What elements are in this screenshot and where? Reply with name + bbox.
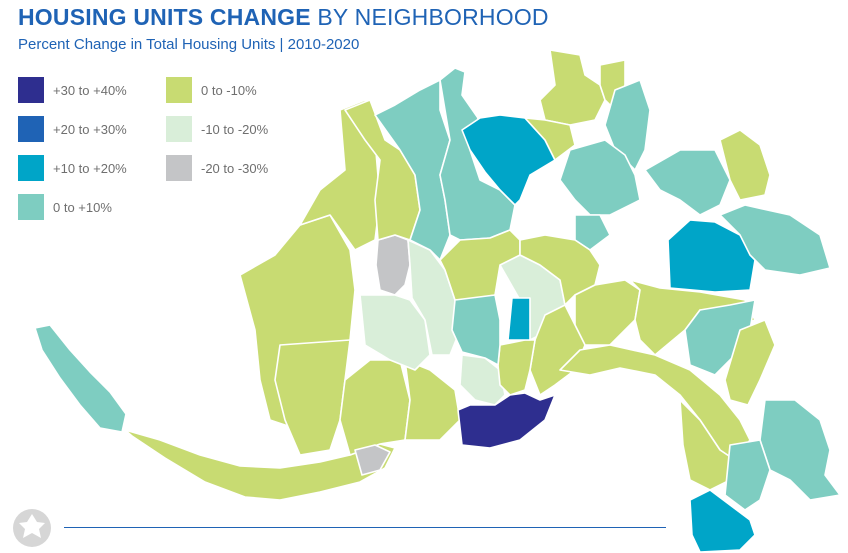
legend-swatch: [166, 155, 192, 181]
neighborhood-east-teal[interactable]: [719, 204, 831, 276]
legend-label: -20 to -30%: [201, 160, 269, 176]
legend-item-minus-20-30: -20 to -30%: [166, 155, 268, 181]
legend-item-plus-0-10: 0 to +10%: [18, 194, 112, 220]
legend-item-plus-20-30: +20 to +30%: [18, 116, 127, 142]
neighborhood-north-bright[interactable]: [461, 114, 556, 206]
neighborhood-center-1[interactable]: [439, 229, 521, 301]
neighborhood-south-bright[interactable]: [689, 489, 756, 553]
neighborhood-west-strip[interactable]: [124, 429, 396, 501]
neighborhood-gray-2[interactable]: [354, 444, 391, 476]
neighborhood-ne-green-4[interactable]: [719, 129, 771, 201]
legend-swatch: [166, 77, 192, 103]
neighborhood-ne-teal-2[interactable]: [559, 139, 641, 216]
neighborhood-center-bright[interactable]: [507, 297, 531, 341]
legend-label: +20 to +30%: [53, 121, 127, 137]
neighborhood-ne-teal-4[interactable]: [644, 149, 731, 216]
neighborhood-center-3[interactable]: [574, 279, 641, 346]
neighborhood-west-4[interactable]: [339, 359, 411, 456]
legend-label: -10 to -20%: [201, 121, 269, 137]
neighborhood-center-6[interactable]: [497, 339, 536, 396]
neighborhood-se-green-1[interactable]: [724, 319, 776, 406]
neighborhood-ne-green-3[interactable]: [524, 117, 576, 161]
page-title: HOUSING UNITS CHANGE BY NEIGHBORHOOD: [18, 4, 549, 31]
legend-item-minus-10-20: -10 to -20%: [166, 116, 268, 142]
title-light: BY NEIGHBORHOOD: [317, 4, 549, 30]
neighborhood-ne-green-1[interactable]: [539, 49, 606, 126]
neighborhood-gray-1[interactable]: [375, 234, 411, 296]
neighborhood-light-2[interactable]: [407, 239, 459, 356]
legend-swatch: [18, 116, 44, 142]
neighborhood-ne-teal-3[interactable]: [574, 214, 611, 251]
neighborhood-far-west[interactable]: [34, 324, 127, 433]
neighborhood-light-1[interactable]: [359, 294, 431, 371]
legend-swatch: [18, 77, 44, 103]
legend-label: +10 to +20%: [53, 160, 127, 176]
legend-item-plus-30-40: +30 to +40%: [18, 77, 127, 103]
city-logo-icon: [13, 509, 51, 547]
legend-label: 0 to +10%: [53, 199, 112, 215]
legend-item-plus-10-20: +10 to +20%: [18, 155, 127, 181]
neighborhood-center-teal[interactable]: [451, 294, 501, 366]
neighborhood-downtown[interactable]: [457, 392, 556, 449]
legend-item-minus-0-10: 0 to -10%: [166, 77, 257, 103]
neighborhood-west-3[interactable]: [274, 339, 351, 456]
neighborhood-se-teal-1[interactable]: [759, 399, 841, 501]
legend-swatch: [18, 155, 44, 181]
legend-swatch: [18, 194, 44, 220]
legend-label: 0 to -10%: [201, 82, 257, 98]
legend-swatch: [166, 116, 192, 142]
footer-divider: [64, 527, 666, 528]
title-bold: HOUSING UNITS CHANGE: [18, 4, 311, 30]
page-subtitle: Percent Change in Total Housing Units | …: [18, 36, 360, 53]
neighborhood-se-teal-2[interactable]: [724, 439, 771, 511]
legend-label: +30 to +40%: [53, 82, 127, 98]
neighborhood-west-5[interactable]: [404, 359, 461, 441]
